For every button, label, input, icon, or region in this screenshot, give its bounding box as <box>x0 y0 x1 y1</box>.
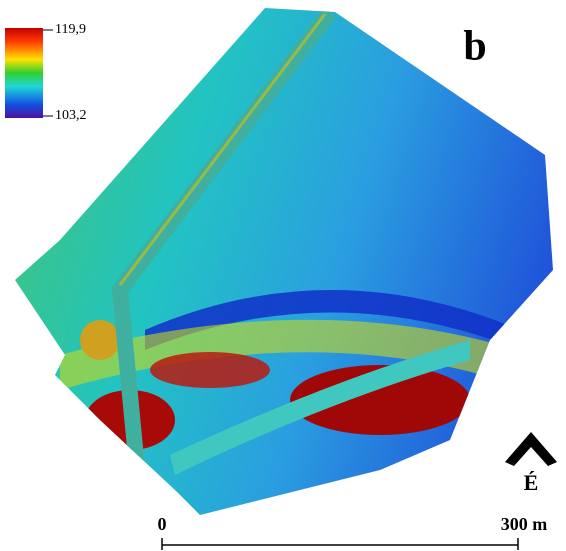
color-ramp <box>5 28 43 118</box>
panel-label: b <box>463 24 486 70</box>
elevation-map <box>0 0 566 551</box>
scale-end-label: 300 m <box>501 514 548 534</box>
scale-start-label: 0 <box>158 514 167 534</box>
tree-cluster <box>150 352 270 388</box>
legend-min-label: 103,2 <box>55 108 87 123</box>
north-arrow <box>505 432 557 466</box>
legend-max-label: 119,9 <box>55 22 86 37</box>
tree-cluster <box>80 320 120 360</box>
map-figure: 119,9 103,2 b É 0 300 m <box>0 0 566 551</box>
north-label: É <box>524 470 539 495</box>
